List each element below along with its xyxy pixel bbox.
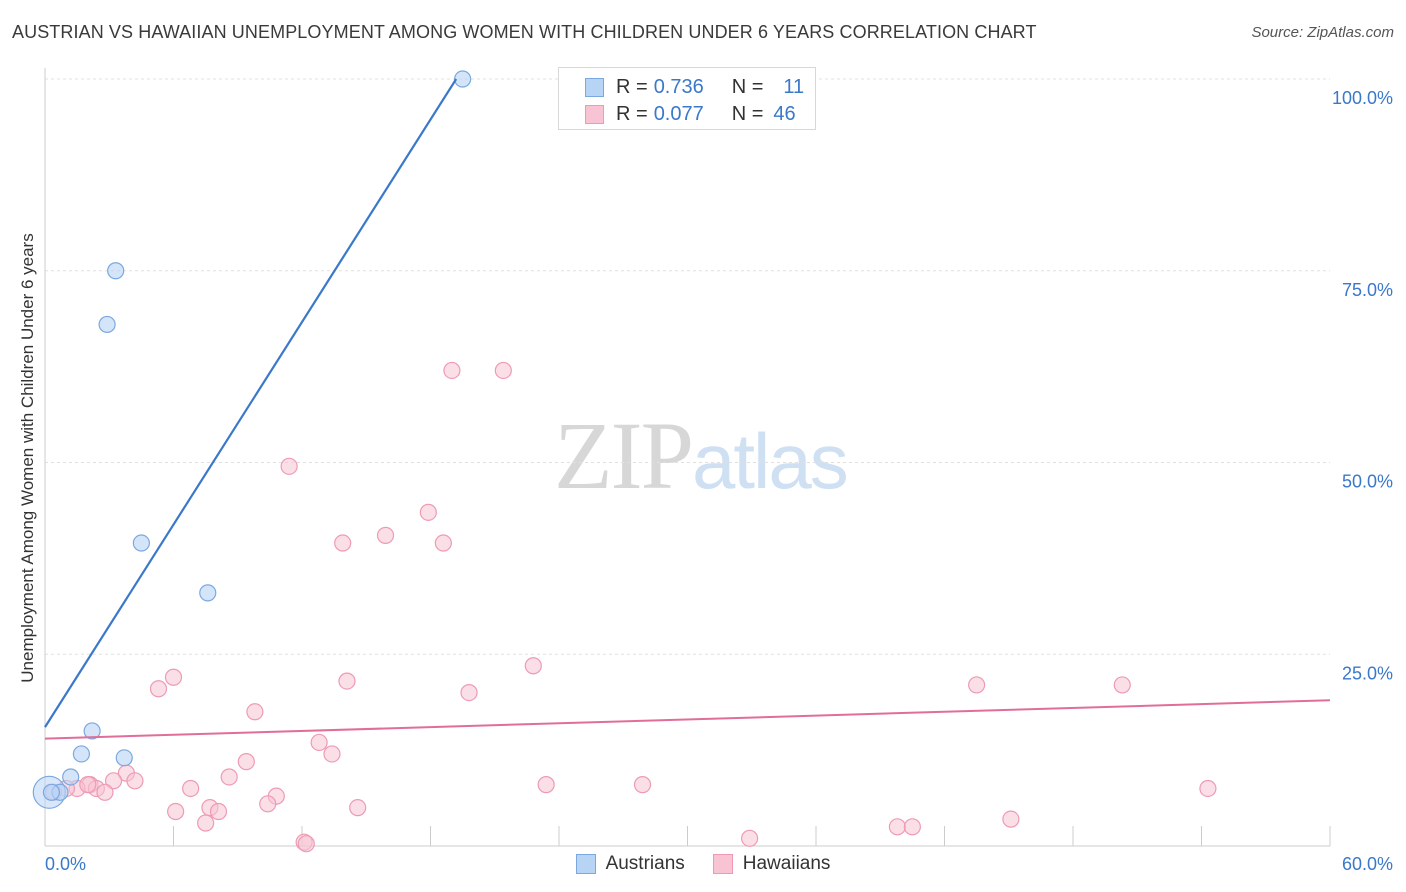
x-tick-label: 0.0% [45, 854, 86, 874]
chart-title: AUSTRIAN VS HAWAIIAN UNEMPLOYMENT AMONG … [12, 22, 1037, 42]
hawaiians-n-value: 46 [773, 102, 796, 125]
hawaiians-trendline [44, 699, 1331, 740]
austrian-point [83, 722, 101, 740]
x-tick-label: 60.0% [1342, 854, 1393, 874]
legend-item-hawaiians[interactable]: Hawaiians [712, 853, 831, 875]
austrian-point [72, 745, 91, 763]
hawaiian-point [334, 534, 352, 552]
austrians-legend-label: Austrians [605, 853, 685, 874]
y-tick-label: 25.0% [1342, 663, 1393, 683]
r-label: R = [616, 102, 648, 125]
hawaiians-legend-label: Hawaiians [742, 853, 831, 874]
hawaiians-legend-swatch [712, 854, 733, 874]
hawaiian-point [1002, 810, 1020, 828]
y-axis-label: Unemployment Among Women with Children U… [18, 233, 37, 683]
austrian-point [115, 749, 133, 767]
hawaiian-point [633, 776, 652, 794]
hawaiian-point [903, 818, 921, 836]
hawaiian-point [182, 779, 200, 798]
austrian-point [62, 768, 80, 786]
series-legend: Austrians Hawaiians [0, 851, 1406, 877]
austrians-r-value: 0.736 [653, 75, 704, 98]
hawaiian-point [443, 361, 461, 380]
hawaiian-point [376, 526, 395, 544]
y-tick-label: 100.0% [1332, 88, 1393, 108]
r-label: R = [616, 75, 648, 98]
hawaiian-point [1113, 676, 1131, 694]
legend-row-austrians: R = 0.736 N = 11 [585, 74, 804, 100]
austrian-point [98, 315, 116, 334]
correlation-legend: R = 0.736 N = 11 R = 0.077 N = 46 [558, 67, 816, 130]
austrian-point [107, 262, 125, 280]
hawaiian-point [434, 534, 452, 552]
hawaiian-point [149, 680, 168, 698]
hawaiian-point [297, 835, 315, 853]
austrian-point [199, 584, 217, 602]
legend-item-austrians[interactable]: Austrians [575, 853, 685, 875]
source-label: Source: ZipAtlas.com [1251, 24, 1394, 41]
hawaiian-point [338, 672, 356, 690]
hawaiian-point [237, 753, 255, 771]
hawaiian-point [96, 783, 114, 801]
hawaiian-point [888, 818, 906, 836]
hawaiian-point [209, 802, 228, 821]
hawaiian-point [419, 503, 437, 521]
hawaiian-point [741, 829, 759, 847]
legend-row-hawaiians: R = 0.077 N = 46 [585, 101, 796, 127]
hawaiian-point [460, 683, 478, 702]
austrian-point [454, 70, 472, 88]
n-label: N = [731, 75, 764, 98]
austrians-legend-swatch [575, 854, 596, 874]
hawaiian-point [349, 799, 367, 817]
hawaiian-point [323, 745, 341, 763]
watermark: ZIPatlas [554, 400, 849, 511]
hawaiian-point [126, 772, 144, 790]
watermark-zip: ZIP [554, 402, 694, 509]
hawaiian-point [220, 768, 238, 786]
y-tick-label: 50.0% [1342, 472, 1393, 492]
hawaiian-point [104, 772, 123, 790]
hawaiian-point [537, 776, 555, 794]
hawaiian-point [259, 795, 277, 813]
hawaiian-point [310, 733, 328, 752]
hawaiians-r-value: 0.077 [653, 102, 704, 125]
hawaiians-swatch [585, 104, 604, 124]
hawaiian-point [524, 657, 542, 675]
austrian-point [42, 783, 61, 801]
hawaiian-point [1199, 779, 1217, 798]
hawaiian-point [164, 668, 183, 686]
austrians-n-value: 11 [783, 75, 805, 98]
watermark-atlas: atlas [692, 417, 849, 505]
hawaiian-point [246, 703, 264, 721]
austrians-trendline [44, 78, 458, 728]
y-tick-label: 75.0% [1342, 280, 1393, 300]
austrian-point [132, 534, 150, 552]
hawaiian-point [494, 361, 512, 380]
hawaiian-point [79, 776, 97, 794]
n-label: N = [731, 102, 764, 125]
hawaiian-point [167, 802, 185, 821]
hawaiian-point [197, 814, 215, 832]
austrians-swatch [585, 77, 604, 97]
hawaiian-point [968, 676, 986, 694]
hawaiian-point [280, 457, 298, 475]
